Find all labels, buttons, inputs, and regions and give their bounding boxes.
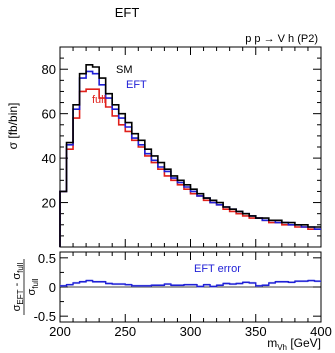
- ratio-y-tick-label: -0.5: [34, 309, 56, 324]
- y-tick-label: 40: [42, 151, 56, 166]
- ratio-series-histogram: [60, 279, 321, 288]
- y-tick-label: 20: [42, 196, 56, 211]
- chart-title: EFT: [115, 5, 140, 20]
- process-label: p p → V h (P2): [245, 33, 318, 45]
- x-axis-title: mVh [GeV]: [267, 336, 321, 352]
- x-tick-label: 250: [114, 324, 136, 339]
- x-tick-label: 200: [49, 324, 71, 339]
- svg-text:σfull: σfull: [26, 278, 40, 295]
- series-label-sm: SM: [116, 64, 133, 76]
- series-label-eft: EFT: [126, 79, 147, 91]
- x-tick-label: 400: [310, 324, 332, 339]
- ratio-series-label: EFT error: [194, 263, 241, 275]
- ratio-error-band: [60, 279, 321, 288]
- y-axis-title: σ [fb/bin]: [6, 103, 20, 150]
- ratio-y-tick-label: 0.5: [38, 251, 56, 266]
- x-tick-label: 350: [245, 324, 267, 339]
- series-label-full: full: [92, 94, 106, 106]
- ratio-y-tick-label: 0: [49, 280, 56, 295]
- x-tick-label: 300: [180, 324, 202, 339]
- svg-text:σEFT - σfull: σEFT - σfull: [11, 262, 25, 311]
- y-tick-label: 80: [42, 62, 56, 77]
- series-sm-histogram: [59, 63, 321, 247]
- svg-text:mVh [GeV]: mVh [GeV]: [267, 336, 321, 352]
- y-tick-label: 60: [42, 107, 56, 122]
